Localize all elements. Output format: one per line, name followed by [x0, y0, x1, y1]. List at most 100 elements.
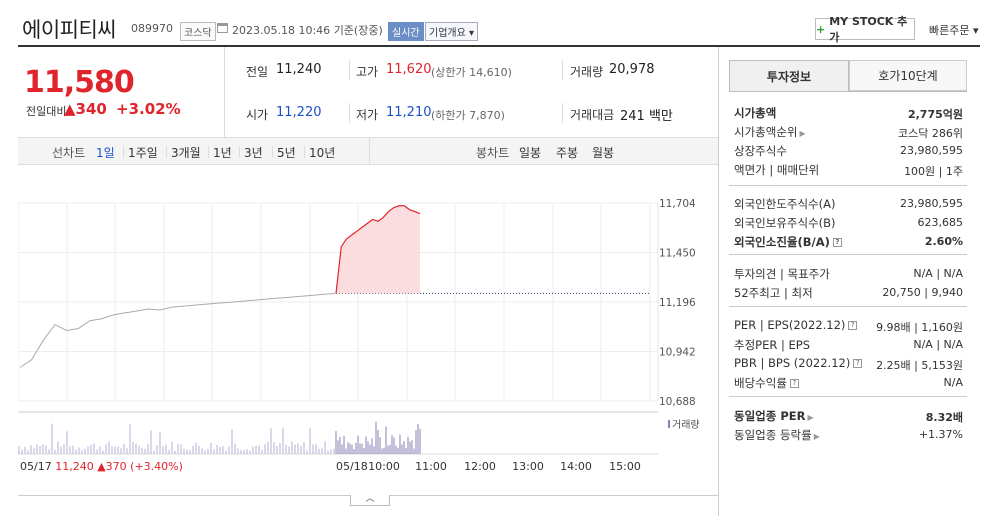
volume-label: 거래량 [570, 65, 604, 79]
chevron-right-icon[interactable]: ▶ [799, 129, 806, 138]
plus-icon: + [816, 22, 826, 36]
stock-code: 089970 [131, 22, 173, 35]
quote-datetime: 2023.05.18 10:46 기준(장중) [232, 24, 383, 37]
panel-divider [718, 47, 719, 516]
prev-close-value: 11,240 [276, 62, 322, 77]
price-chart[interactable]: 11,704 11,450 11,196 10,942 10,688 거래량 05/18 10… [18, 190, 718, 480]
chevron-right-icon[interactable]: ▶ [807, 413, 814, 422]
divider [349, 60, 350, 80]
volume-legend: 거래량 [672, 419, 700, 431]
divider [208, 146, 209, 158]
price-change: ▲340 [64, 100, 107, 118]
y-tick-label: 11,704 [659, 198, 696, 210]
info-label-9: PER | EPS(2022.12)? [734, 318, 858, 332]
x-tick-label: 11:00 [415, 460, 447, 473]
upper-limit: (상한가 14,610) [431, 66, 512, 79]
y-tick-label: 11,450 [659, 248, 696, 260]
divider [224, 47, 225, 137]
market-badge: 코스닥 [180, 22, 216, 41]
corp-info-dropdown[interactable]: 기업개요 ▾ [425, 22, 479, 41]
info-label-8: 52주최고 | 최저 [734, 286, 813, 300]
candle-tab-2[interactable]: 월봉 [592, 146, 615, 160]
chevron-right-icon[interactable]: ▶ [813, 432, 820, 441]
divider [729, 185, 967, 186]
divider [369, 138, 370, 164]
today-area [336, 205, 420, 294]
info-value-4: 23,980,595 [900, 197, 963, 210]
company-name: 에이피티씨 [22, 18, 117, 42]
volume-value: 20,978 [609, 62, 655, 77]
today-line [335, 205, 421, 294]
info-label-5: 외국인보유주식수(B) [734, 216, 836, 230]
period-tab-5[interactable]: 5년 [277, 146, 296, 160]
info-value-7: N/A | N/A [913, 267, 963, 280]
period-tab-0[interactable]: 1일 [96, 146, 115, 160]
help-icon[interactable]: ? [789, 379, 799, 388]
info-value-9: 9.98배 | 1,160원 [876, 321, 963, 334]
info-value-14: +1.37% [918, 428, 963, 441]
tab-order-book[interactable]: 호가10단계 [849, 60, 967, 91]
info-value-11: 2.25배 | 5,153원 [876, 359, 963, 372]
divider [123, 146, 124, 158]
help-icon[interactable]: ? [853, 359, 863, 368]
info-value-6: 2.60% [924, 235, 963, 248]
current-price: 11,580 [24, 65, 135, 100]
info-label-14: 동일업종 등락률 ▶ [734, 428, 820, 442]
candle-tab-1[interactable]: 주봉 [556, 146, 579, 160]
info-value-10: N/A | N/A [913, 338, 963, 351]
info-value-1: 코스닥 286위 [898, 127, 963, 140]
prev-day-line [19, 292, 336, 368]
quick-order-dropdown[interactable]: 빠른주문 ▾ [929, 24, 979, 37]
tab-investment-info[interactable]: 투자정보 [729, 60, 849, 91]
candle-chart-label: 봉차트 [476, 146, 510, 160]
x-tick-label: 05/18 [336, 460, 368, 473]
divider [239, 146, 240, 158]
calendar-icon [217, 23, 228, 33]
trade-value-label: 거래대금 [570, 108, 615, 122]
add-my-stock-button[interactable]: + MY STOCK 추가 [815, 15, 915, 44]
info-value-12: N/A [943, 376, 963, 389]
y-tick-label: 11,196 [659, 297, 696, 309]
info-label-6: 외국인소진율(B/A)? [734, 234, 842, 250]
period-tab-4[interactable]: 3년 [244, 146, 263, 160]
prev-day-change: ▲370 [97, 460, 127, 473]
prev-day-pct: (+3.40%) [130, 460, 183, 473]
y-tick-label: 10,942 [659, 347, 696, 359]
info-label-7: 투자의견 | 목표주가 [734, 267, 830, 281]
divider [562, 60, 563, 80]
divider [729, 91, 967, 92]
info-label-0: 시가총액 [734, 106, 777, 120]
open-value: 11,220 [276, 105, 322, 120]
line-chart-label: 선차트 [52, 146, 86, 160]
info-label-10: 추정PER | EPS [734, 338, 811, 352]
period-bar [18, 137, 718, 165]
price-change-pct: +3.02% [116, 100, 181, 118]
period-tab-1[interactable]: 1주일 [128, 146, 158, 160]
collapse-chart-button[interactable]: ︿ [350, 495, 390, 506]
low-label: 저가 [356, 108, 379, 122]
divider [349, 103, 350, 123]
help-icon[interactable]: ? [832, 238, 842, 247]
divider [272, 146, 273, 158]
up-triangle-icon: ▲ [64, 100, 76, 118]
lower-limit: (하한가 7,870) [431, 109, 505, 122]
candle-tab-0[interactable]: 일봉 [519, 146, 542, 160]
x-tick-label: 15:00 [609, 460, 641, 473]
period-tab-2[interactable]: 3개월 [171, 146, 201, 160]
high-value: 11,620 [386, 62, 432, 77]
divider [304, 146, 305, 158]
divider [562, 103, 563, 123]
period-tab-6[interactable]: 10년 [309, 146, 336, 160]
y-tick-label: 10,688 [659, 396, 696, 408]
info-value-13: 8.32배 [925, 411, 963, 424]
realtime-badge[interactable]: 실시간 [388, 22, 424, 41]
open-label: 시가 [246, 108, 269, 122]
change-label: 전일대비 [26, 105, 67, 118]
x-tick-label: 12:00 [464, 460, 496, 473]
period-tab-3[interactable]: 1년 [213, 146, 232, 160]
x-tick-label: 10:00 [368, 460, 400, 473]
help-icon[interactable]: ? [848, 321, 858, 330]
info-value-3: 100원 | 1주 [904, 165, 963, 178]
divider [729, 306, 967, 307]
info-value-5: 623,685 [917, 216, 964, 229]
